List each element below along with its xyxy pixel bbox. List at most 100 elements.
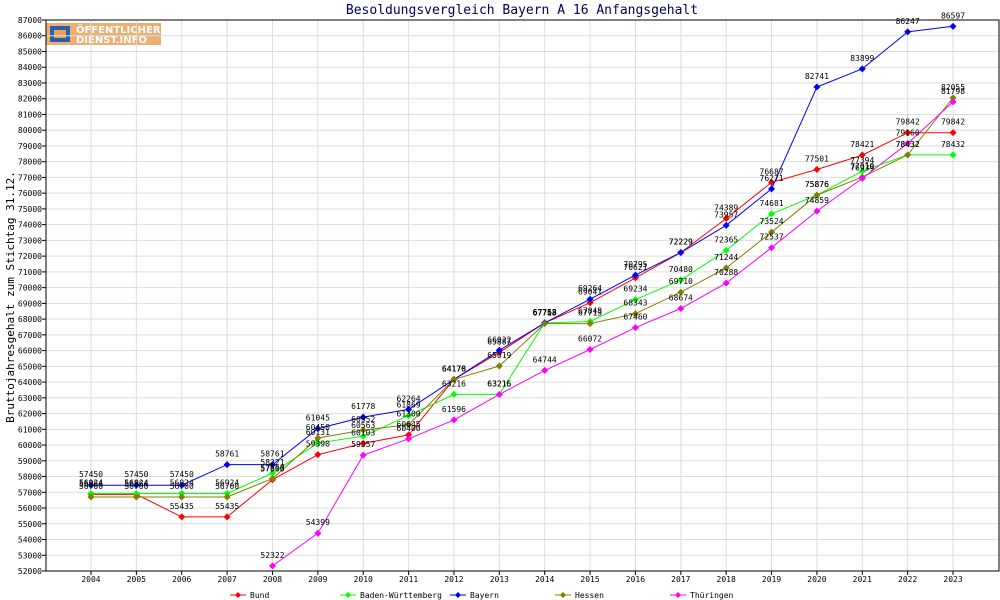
y-tick-label: 68000 (18, 315, 42, 324)
data-point-hessen (178, 493, 186, 501)
y-tick-label: 83000 (18, 79, 42, 88)
data-label-bund: 64176 (442, 364, 466, 373)
data-point-hessen (405, 421, 413, 429)
y-tick-label: 78000 (18, 158, 42, 167)
series-line-th-ringen (272, 101, 954, 567)
data-label-hessen: 60952 (351, 415, 375, 424)
legend-label-th-ringen: Thüringen (690, 591, 734, 600)
data-point-bund (722, 215, 730, 223)
data-point-bund (813, 166, 821, 174)
data-point-th-ringen (314, 529, 322, 537)
data-label-baden-w-rttemberg: 58221 (260, 458, 284, 467)
data-point-th-ringen (949, 98, 957, 106)
data-point-baden-w-rttemberg (87, 489, 95, 497)
data-point-bayern (768, 185, 776, 193)
y-tick-label: 65000 (18, 362, 42, 371)
x-tick-label: 2005 (127, 575, 146, 584)
data-label-bayern: 69264 (578, 284, 602, 293)
legend-marker-th-ringen (675, 592, 681, 598)
data-label-bund: 76687 (760, 167, 784, 176)
y-tick-label: 70000 (18, 284, 42, 293)
data-point-th-ringen (813, 207, 821, 215)
data-label-hessen: 75876 (805, 180, 829, 189)
data-label-th-ringen: 64744 (533, 355, 557, 364)
data-point-bund (405, 431, 413, 439)
x-tick-label: 2013 (490, 575, 509, 584)
x-tick-label: 2016 (626, 575, 645, 584)
x-tick-label: 2008 (263, 575, 282, 584)
y-axis-label: Bruttojahresgehalt zum Stichtag 31.12. (4, 171, 17, 423)
y-tick-label: 55000 (18, 520, 42, 529)
y-tick-label: 75000 (18, 205, 42, 214)
data-point-bund (223, 513, 231, 521)
data-label-hessen: 68343 (623, 299, 647, 308)
data-label-hessen: 69710 (669, 277, 693, 286)
logo-line1: ÖFFENTLICHER (76, 22, 161, 36)
data-point-bayern (586, 295, 594, 303)
data-point-baden-w-rttemberg (768, 210, 776, 218)
data-label-bund: 55435 (215, 502, 239, 511)
data-point-hessen (495, 362, 503, 370)
data-label-hessen: 78432 (896, 140, 920, 149)
data-label-th-ringen: 52322 (260, 551, 284, 560)
data-point-bund (858, 151, 866, 159)
legend-label-hessen: Hessen (575, 591, 604, 600)
data-label-baden-w-rttemberg: 72365 (714, 235, 738, 244)
data-point-hessen (904, 151, 912, 159)
y-tick-label: 60000 (18, 441, 42, 450)
data-point-bund (178, 513, 186, 521)
x-tick-label: 2011 (399, 575, 418, 584)
data-point-baden-w-rttemberg (949, 151, 957, 159)
data-point-bayern (813, 83, 821, 91)
data-label-hessen: 73524 (760, 217, 784, 226)
series-line-hessen (91, 97, 954, 498)
data-point-th-ringen (722, 279, 730, 287)
x-tick-label: 2009 (308, 575, 327, 584)
data-label-th-ringen: 61596 (442, 405, 466, 414)
data-label-bayern: 67762 (533, 308, 557, 317)
data-label-hessen: 60450 (306, 423, 330, 432)
data-label-bund: 70621 (623, 263, 647, 272)
x-tick-label: 2019 (762, 575, 781, 584)
data-label-bayern: 57450 (170, 470, 194, 479)
data-point-baden-w-rttemberg (631, 296, 639, 304)
data-label-th-ringen: 79160 (896, 128, 920, 137)
data-label-th-ringen: 76939 (850, 163, 874, 172)
data-point-baden-w-rttemberg (858, 167, 866, 175)
plot-frame (45, 19, 1000, 572)
data-label-bayern: 61045 (306, 414, 330, 423)
data-label-hessen: 56700 (79, 482, 103, 491)
y-tick-label: 56000 (18, 504, 42, 513)
data-point-hessen (722, 264, 730, 272)
y-tick-label: 85000 (18, 47, 42, 56)
data-point-hessen (87, 493, 95, 501)
legend-label-baden-w-rttemberg: Baden-Württemberg (360, 591, 442, 600)
data-point-th-ringen (495, 390, 503, 398)
data-label-bayern: 57450 (79, 470, 103, 479)
data-label-hessen: 77019 (850, 162, 874, 171)
data-label-baden-w-rttemberg: 78432 (896, 140, 920, 149)
data-label-bayern: 66022 (487, 335, 511, 344)
data-point-hessen (586, 320, 594, 328)
y-tick-label: 82000 (18, 95, 42, 104)
data-label-baden-w-rttemberg: 69234 (623, 285, 647, 294)
data-point-bund (359, 439, 367, 447)
data-label-bayern: 83899 (850, 54, 874, 63)
x-tick-label: 2007 (217, 575, 236, 584)
data-point-bayern (178, 481, 186, 489)
data-point-th-ringen (858, 174, 866, 182)
legend-marker-bayern (455, 592, 461, 598)
legend-marker-bund (235, 592, 241, 598)
data-label-bayern: 64170 (442, 364, 466, 373)
data-label-bund: 65887 (487, 337, 511, 346)
y-tick-label: 76000 (18, 189, 42, 198)
data-label-baden-w-rttemberg: 67848 (578, 307, 602, 316)
y-tick-label: 53000 (18, 551, 42, 560)
data-point-bayern (132, 481, 140, 489)
data-label-bund: 55435 (170, 502, 194, 511)
data-label-baden-w-rttemberg: 75876 (805, 180, 829, 189)
data-point-th-ringen (359, 451, 367, 459)
data-label-baden-w-rttemberg: 77394 (850, 156, 874, 165)
data-label-baden-w-rttemberg: 56924 (79, 478, 103, 487)
